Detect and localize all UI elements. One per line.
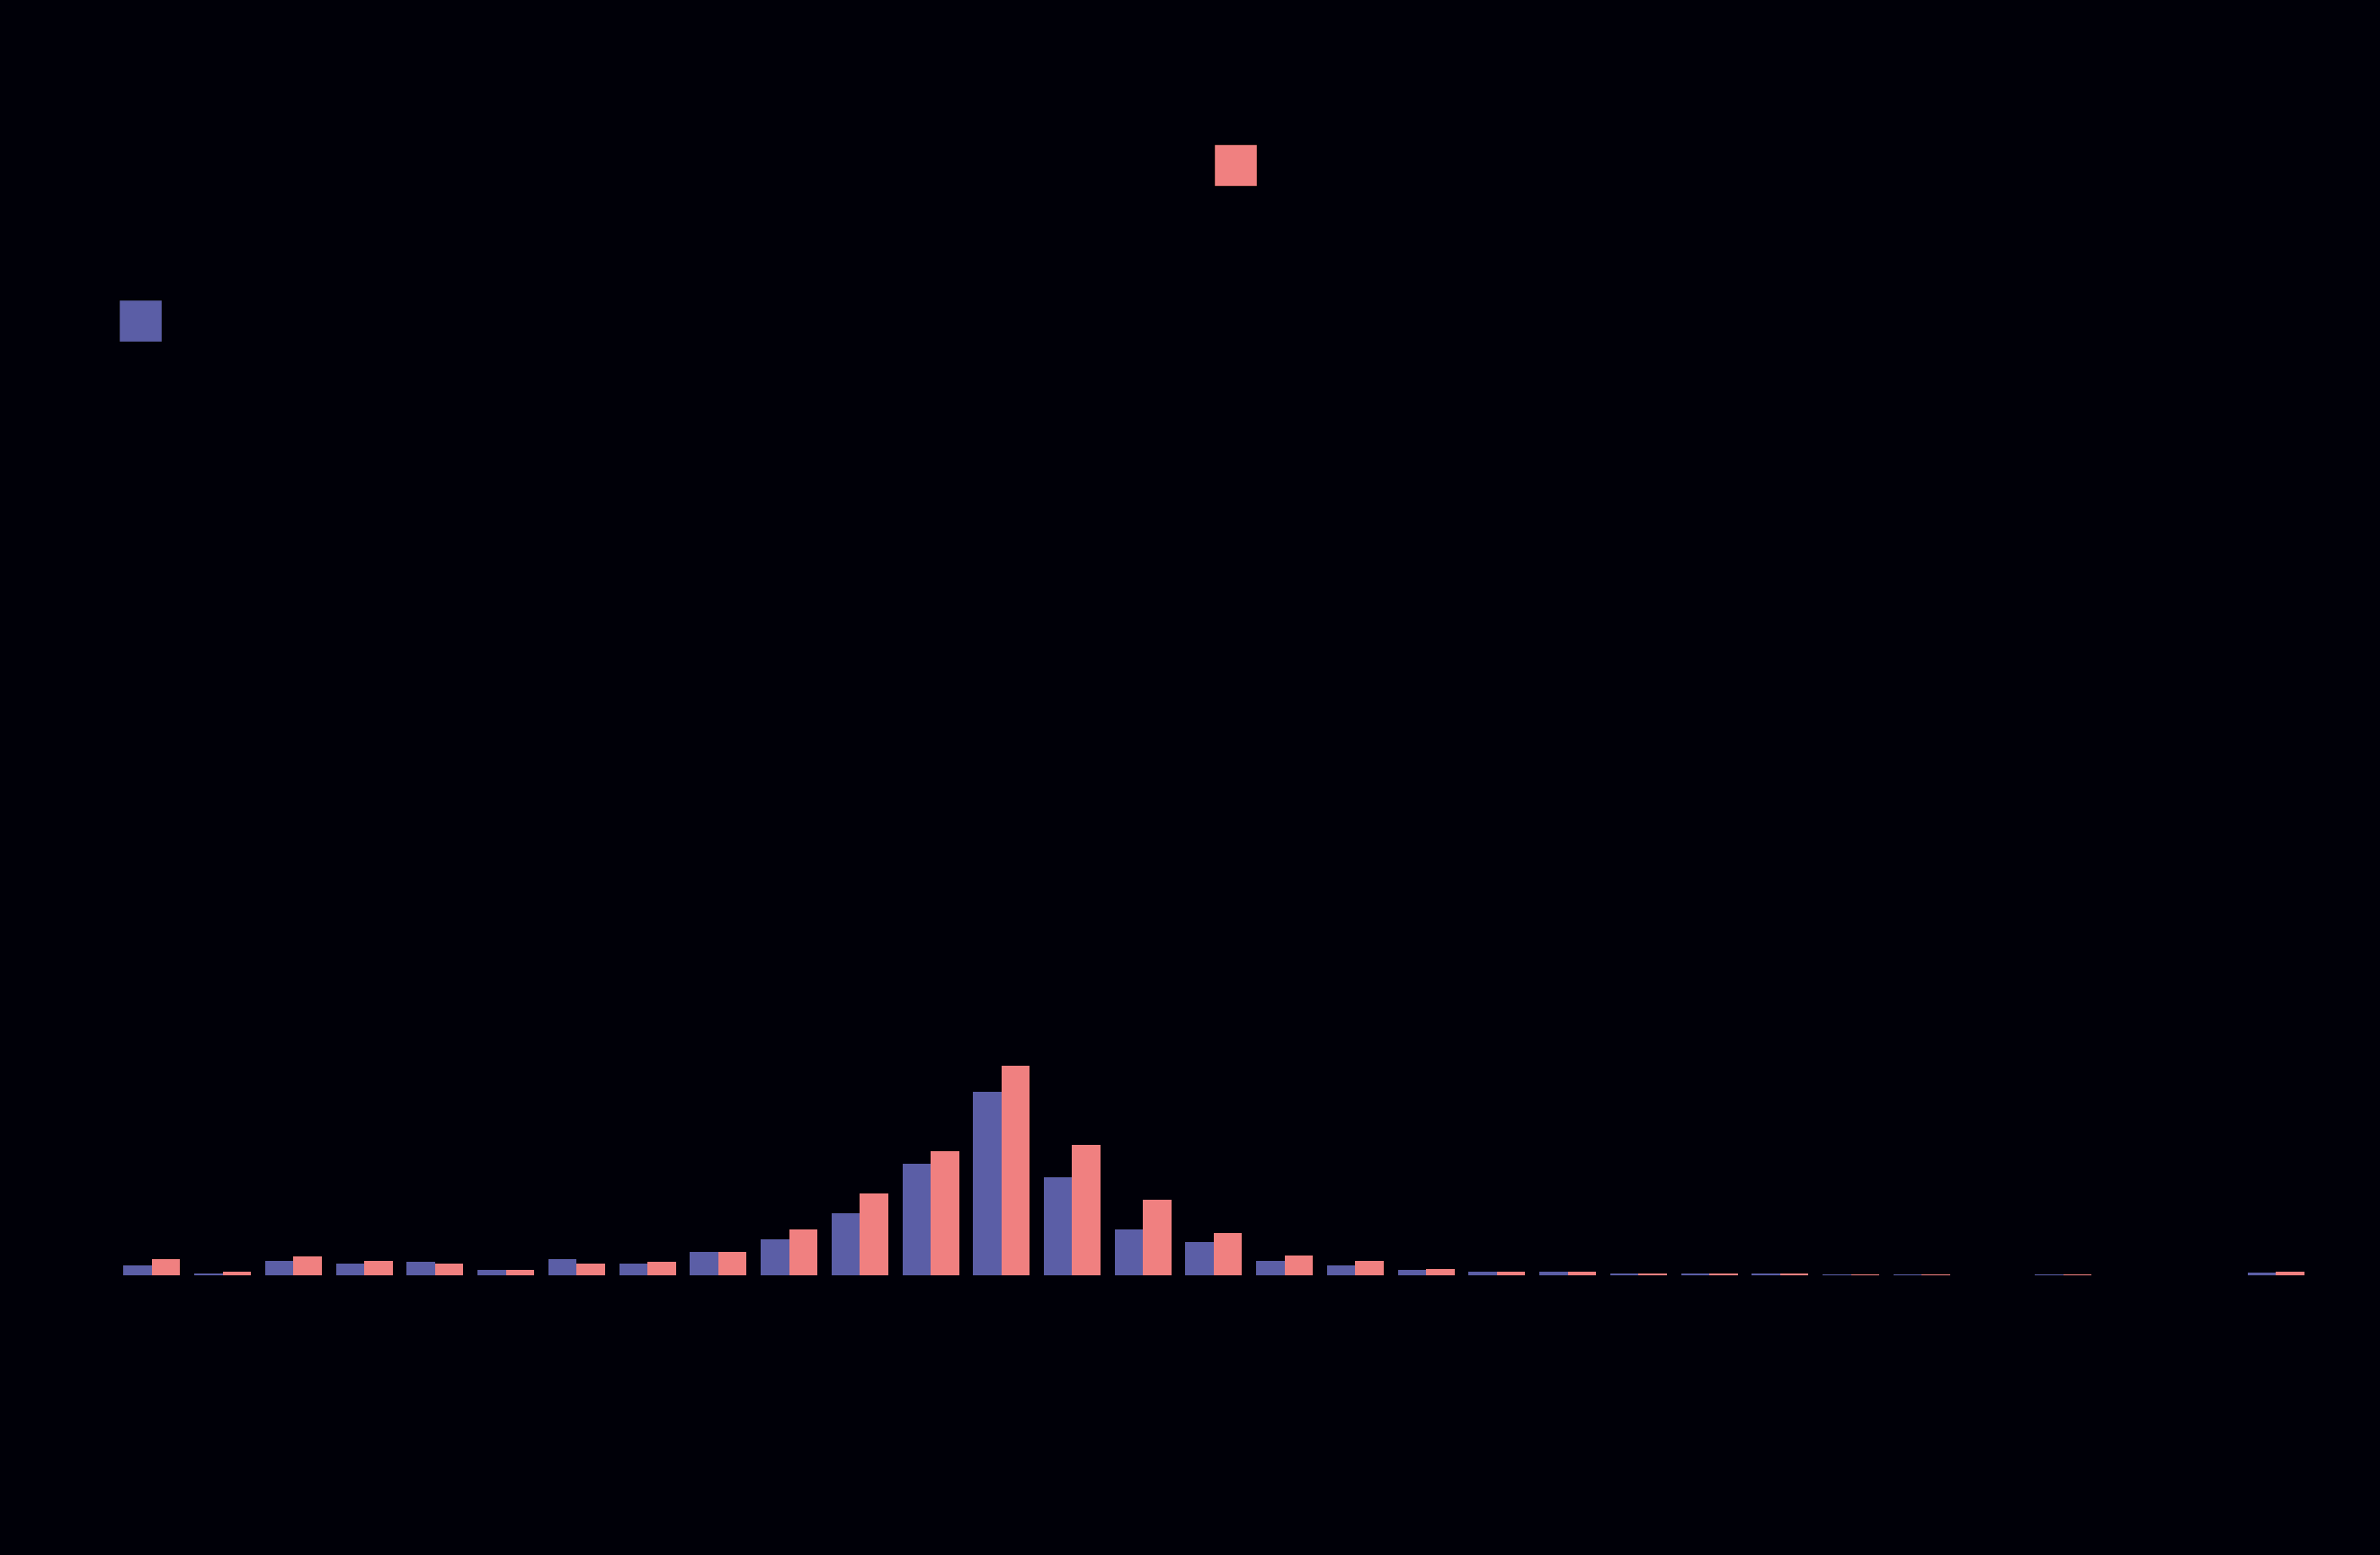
Bar bbox=[647, 1263, 676, 1275]
Bar bbox=[973, 1092, 1002, 1275]
Bar bbox=[364, 1261, 393, 1275]
Bar bbox=[1185, 1242, 1214, 1275]
Bar bbox=[336, 1263, 364, 1275]
Bar bbox=[1637, 1274, 1666, 1275]
Bar bbox=[619, 1263, 647, 1275]
Bar bbox=[1568, 1272, 1597, 1275]
Bar bbox=[293, 1256, 321, 1275]
Bar bbox=[1142, 1200, 1171, 1275]
Bar bbox=[719, 1252, 747, 1275]
Bar bbox=[507, 1270, 533, 1275]
Bar bbox=[152, 1260, 181, 1275]
Bar bbox=[762, 1239, 790, 1275]
Bar bbox=[1002, 1067, 1031, 1275]
Bar bbox=[195, 1274, 224, 1275]
Bar bbox=[690, 1252, 719, 1275]
Bar bbox=[1611, 1274, 1637, 1275]
Bar bbox=[1540, 1272, 1568, 1275]
Bar bbox=[1426, 1269, 1454, 1275]
Bar bbox=[224, 1272, 250, 1275]
Bar bbox=[931, 1151, 959, 1275]
Bar bbox=[1497, 1272, 1526, 1275]
Bar bbox=[547, 1260, 576, 1275]
Bar bbox=[1114, 1230, 1142, 1275]
Bar bbox=[124, 1266, 152, 1275]
Bar bbox=[407, 1263, 436, 1275]
Bar bbox=[859, 1194, 888, 1275]
Bar bbox=[1214, 1233, 1242, 1275]
Bar bbox=[1397, 1270, 1426, 1275]
Bar bbox=[478, 1270, 507, 1275]
Bar bbox=[436, 1263, 464, 1275]
Bar bbox=[1045, 1177, 1073, 1275]
Bar bbox=[2247, 1272, 2275, 1275]
Bar bbox=[1354, 1261, 1383, 1275]
Bar bbox=[2275, 1272, 2304, 1275]
Bar bbox=[576, 1263, 605, 1275]
Bar bbox=[831, 1213, 859, 1275]
Bar bbox=[790, 1230, 816, 1275]
Bar bbox=[264, 1261, 293, 1275]
Bar bbox=[1328, 1266, 1354, 1275]
Bar bbox=[1468, 1272, 1497, 1275]
Bar bbox=[902, 1165, 931, 1275]
Bar bbox=[1257, 1261, 1285, 1275]
Bar bbox=[1285, 1255, 1314, 1275]
Bar bbox=[1073, 1144, 1100, 1275]
